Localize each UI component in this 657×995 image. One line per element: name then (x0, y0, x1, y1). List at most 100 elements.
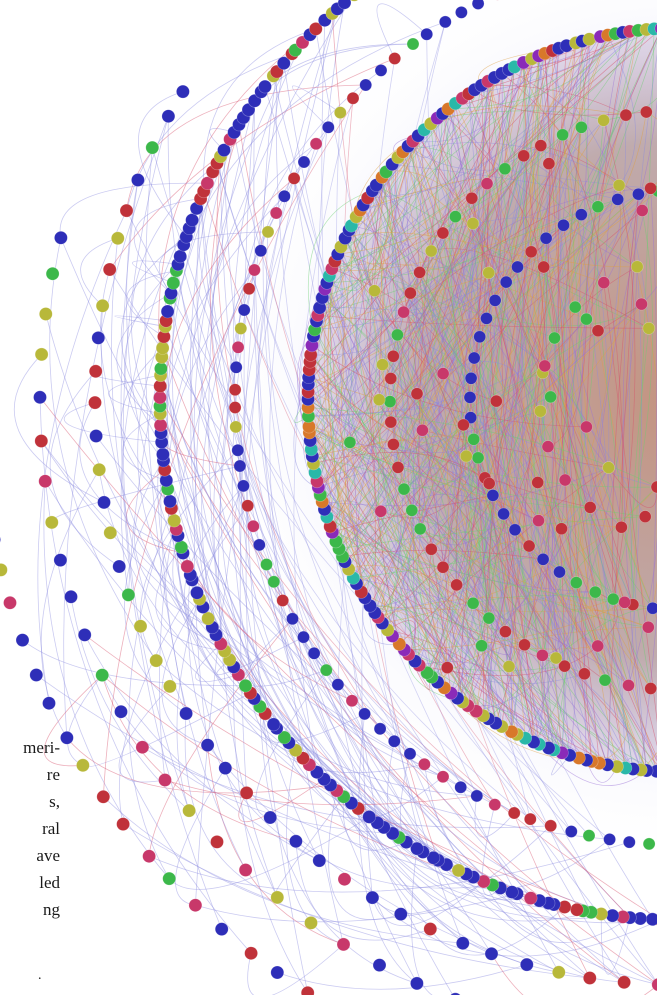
inner-edge (372, 190, 608, 765)
graph-node (436, 367, 450, 380)
inner-edge (487, 81, 539, 521)
graph-node (466, 596, 480, 610)
graph-node (471, 451, 485, 465)
snippet-line: ng (43, 900, 60, 919)
outer-edge (184, 485, 244, 652)
graph-node (482, 266, 496, 280)
graph-node (635, 204, 649, 217)
outer-edge (140, 449, 239, 661)
graph-node (420, 27, 434, 41)
graph-node (163, 679, 177, 694)
outer-edge (138, 91, 187, 237)
inner-edge (437, 266, 519, 683)
inner-edge (322, 467, 609, 507)
inner-edge (308, 426, 608, 766)
outer-edge (337, 684, 492, 955)
graph-node (544, 819, 558, 833)
graph-node (60, 730, 74, 745)
graph-node (397, 305, 410, 319)
outer-edge (160, 432, 447, 865)
outer-edge (103, 796, 463, 944)
graph-node (319, 663, 333, 677)
inner-edge (561, 185, 622, 529)
graph-node (480, 177, 494, 190)
graph-node (617, 975, 631, 990)
graph-node (331, 678, 345, 691)
graph-node (3, 595, 17, 610)
graph-node (173, 249, 187, 264)
graph-node (153, 390, 167, 405)
outer-edge (120, 236, 187, 426)
outer-edge (216, 636, 304, 676)
inner-edge (307, 188, 651, 408)
inner-edge (431, 303, 642, 550)
graph-node (228, 383, 242, 397)
outer-edge (44, 480, 518, 895)
inner-edge (446, 53, 546, 668)
graph-node (538, 359, 552, 373)
outer-edge (202, 606, 531, 899)
graph-node (244, 946, 258, 961)
inner-edge (309, 432, 463, 702)
inner-edge (426, 30, 639, 673)
graph-node (278, 189, 291, 203)
trailing-period: . (38, 968, 42, 983)
graph-node (641, 620, 655, 634)
graph-node (238, 678, 253, 693)
graph-node (582, 32, 597, 47)
graph-node (374, 64, 388, 77)
graph-node (605, 908, 620, 923)
graph-node (591, 639, 605, 653)
outer-edge (203, 28, 316, 192)
graph-node (33, 390, 47, 405)
outer-edge (124, 264, 179, 461)
graph-node (583, 501, 597, 514)
graph-node (214, 922, 229, 936)
inner-edge (495, 401, 543, 656)
graph-node (153, 418, 168, 433)
inner-edge (437, 110, 604, 121)
graph-node (436, 226, 450, 240)
outer-edge (133, 198, 201, 294)
graph-node (88, 395, 102, 410)
outer-edge (169, 501, 378, 824)
graph-node (618, 595, 631, 609)
inner-edge (320, 494, 482, 646)
graph-node (464, 411, 478, 424)
graph-node (384, 372, 398, 385)
snippet-line: led (39, 873, 60, 892)
inner-edge (508, 155, 525, 667)
graph-node (410, 387, 424, 401)
inner-edge (321, 297, 358, 584)
graph-node (488, 798, 502, 811)
outer-edge (124, 480, 187, 714)
graph-node (200, 176, 215, 190)
outer-edge (134, 460, 213, 628)
graph-node (413, 266, 426, 279)
inner-edge (322, 501, 525, 646)
inner-edge (308, 376, 651, 689)
graph-node (135, 740, 150, 755)
inner-edge (533, 115, 627, 743)
graph-node (615, 520, 628, 534)
graph-node (450, 992, 461, 995)
outer-edge (351, 802, 592, 922)
graph-node (336, 937, 351, 952)
outer-edge (175, 767, 226, 906)
graph-node (176, 84, 190, 99)
graph-node (534, 139, 548, 152)
graph-node (270, 965, 285, 980)
graph-node (155, 341, 170, 355)
outer-edge (120, 179, 223, 930)
graph-node (254, 244, 268, 257)
outer-edge (128, 508, 172, 879)
graph-node (267, 575, 281, 589)
graph-node (34, 434, 49, 448)
outer-edge (159, 413, 464, 944)
graph-node (307, 646, 321, 660)
graph-node (258, 79, 272, 94)
graph-node (163, 494, 177, 509)
graph-node (619, 108, 633, 122)
outer-edge (40, 469, 100, 738)
graph-node (241, 499, 254, 513)
